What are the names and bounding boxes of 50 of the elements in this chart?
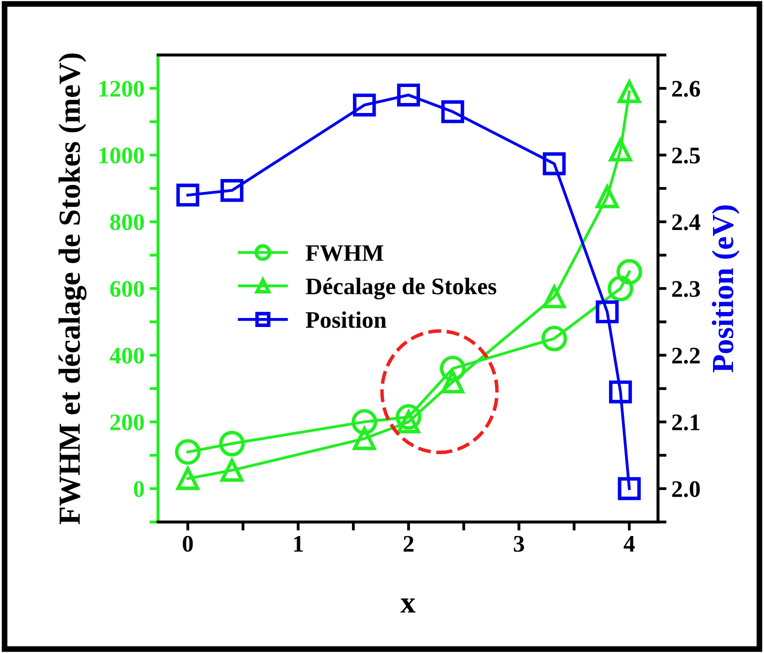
point: [596, 185, 619, 208]
point: [397, 410, 420, 434]
x-tick-label: 3: [514, 536, 524, 552]
point: [220, 458, 244, 482]
y2-tick-label: 2.6: [672, 80, 700, 97]
point: [352, 427, 376, 450]
legend-label: Position: [306, 311, 386, 328]
point: [542, 152, 566, 176]
point: [441, 100, 464, 124]
x-axis-title: x: [400, 598, 416, 613]
y-tick-label: 1000: [99, 148, 144, 164]
point: [176, 467, 200, 490]
point: [618, 477, 641, 500]
point: [596, 300, 619, 324]
y-tick-label: 1200: [99, 80, 144, 97]
y-tick-label: 200: [110, 414, 144, 430]
point: [220, 178, 244, 202]
legend-label: FWHM: [306, 245, 384, 262]
point: [618, 80, 641, 104]
y-tick-label: 600: [110, 280, 144, 297]
y2-axis-title: Position (eV): [712, 205, 740, 372]
y2-tick-label: 2.3: [672, 281, 700, 298]
point: [352, 94, 376, 116]
legend-label: Décalage de Stokes: [306, 278, 496, 300]
point: [396, 404, 422, 430]
point: [608, 276, 634, 302]
y2-tick-label: 2.2: [672, 348, 700, 364]
y2-tick-label: 2.1: [672, 414, 700, 430]
x-tick-label: 2: [404, 536, 414, 552]
y-tick-label: 400: [110, 348, 144, 364]
x-tick-label: 0: [182, 536, 193, 552]
y2-tick-label: 2.4: [672, 214, 700, 230]
point: [440, 356, 466, 382]
y2-tick-label: 2.5: [672, 148, 700, 164]
point: [352, 409, 378, 435]
y2-tick-label: 2.0: [672, 481, 700, 498]
x-tick-label: 1: [294, 536, 303, 552]
x-tick-label: 4: [624, 536, 635, 552]
point: [176, 184, 200, 207]
point: [441, 370, 464, 394]
point: [397, 84, 420, 106]
y-tick-label: 0: [134, 481, 144, 498]
y-tick-label: 800: [110, 214, 144, 230]
point: [616, 258, 642, 285]
point: [219, 430, 245, 456]
point: [541, 326, 568, 352]
point: [609, 380, 632, 404]
y-axis-title: FWHM et décalage de Stokes (meV): [58, 54, 86, 524]
point: [542, 285, 566, 308]
point: [174, 439, 201, 465]
